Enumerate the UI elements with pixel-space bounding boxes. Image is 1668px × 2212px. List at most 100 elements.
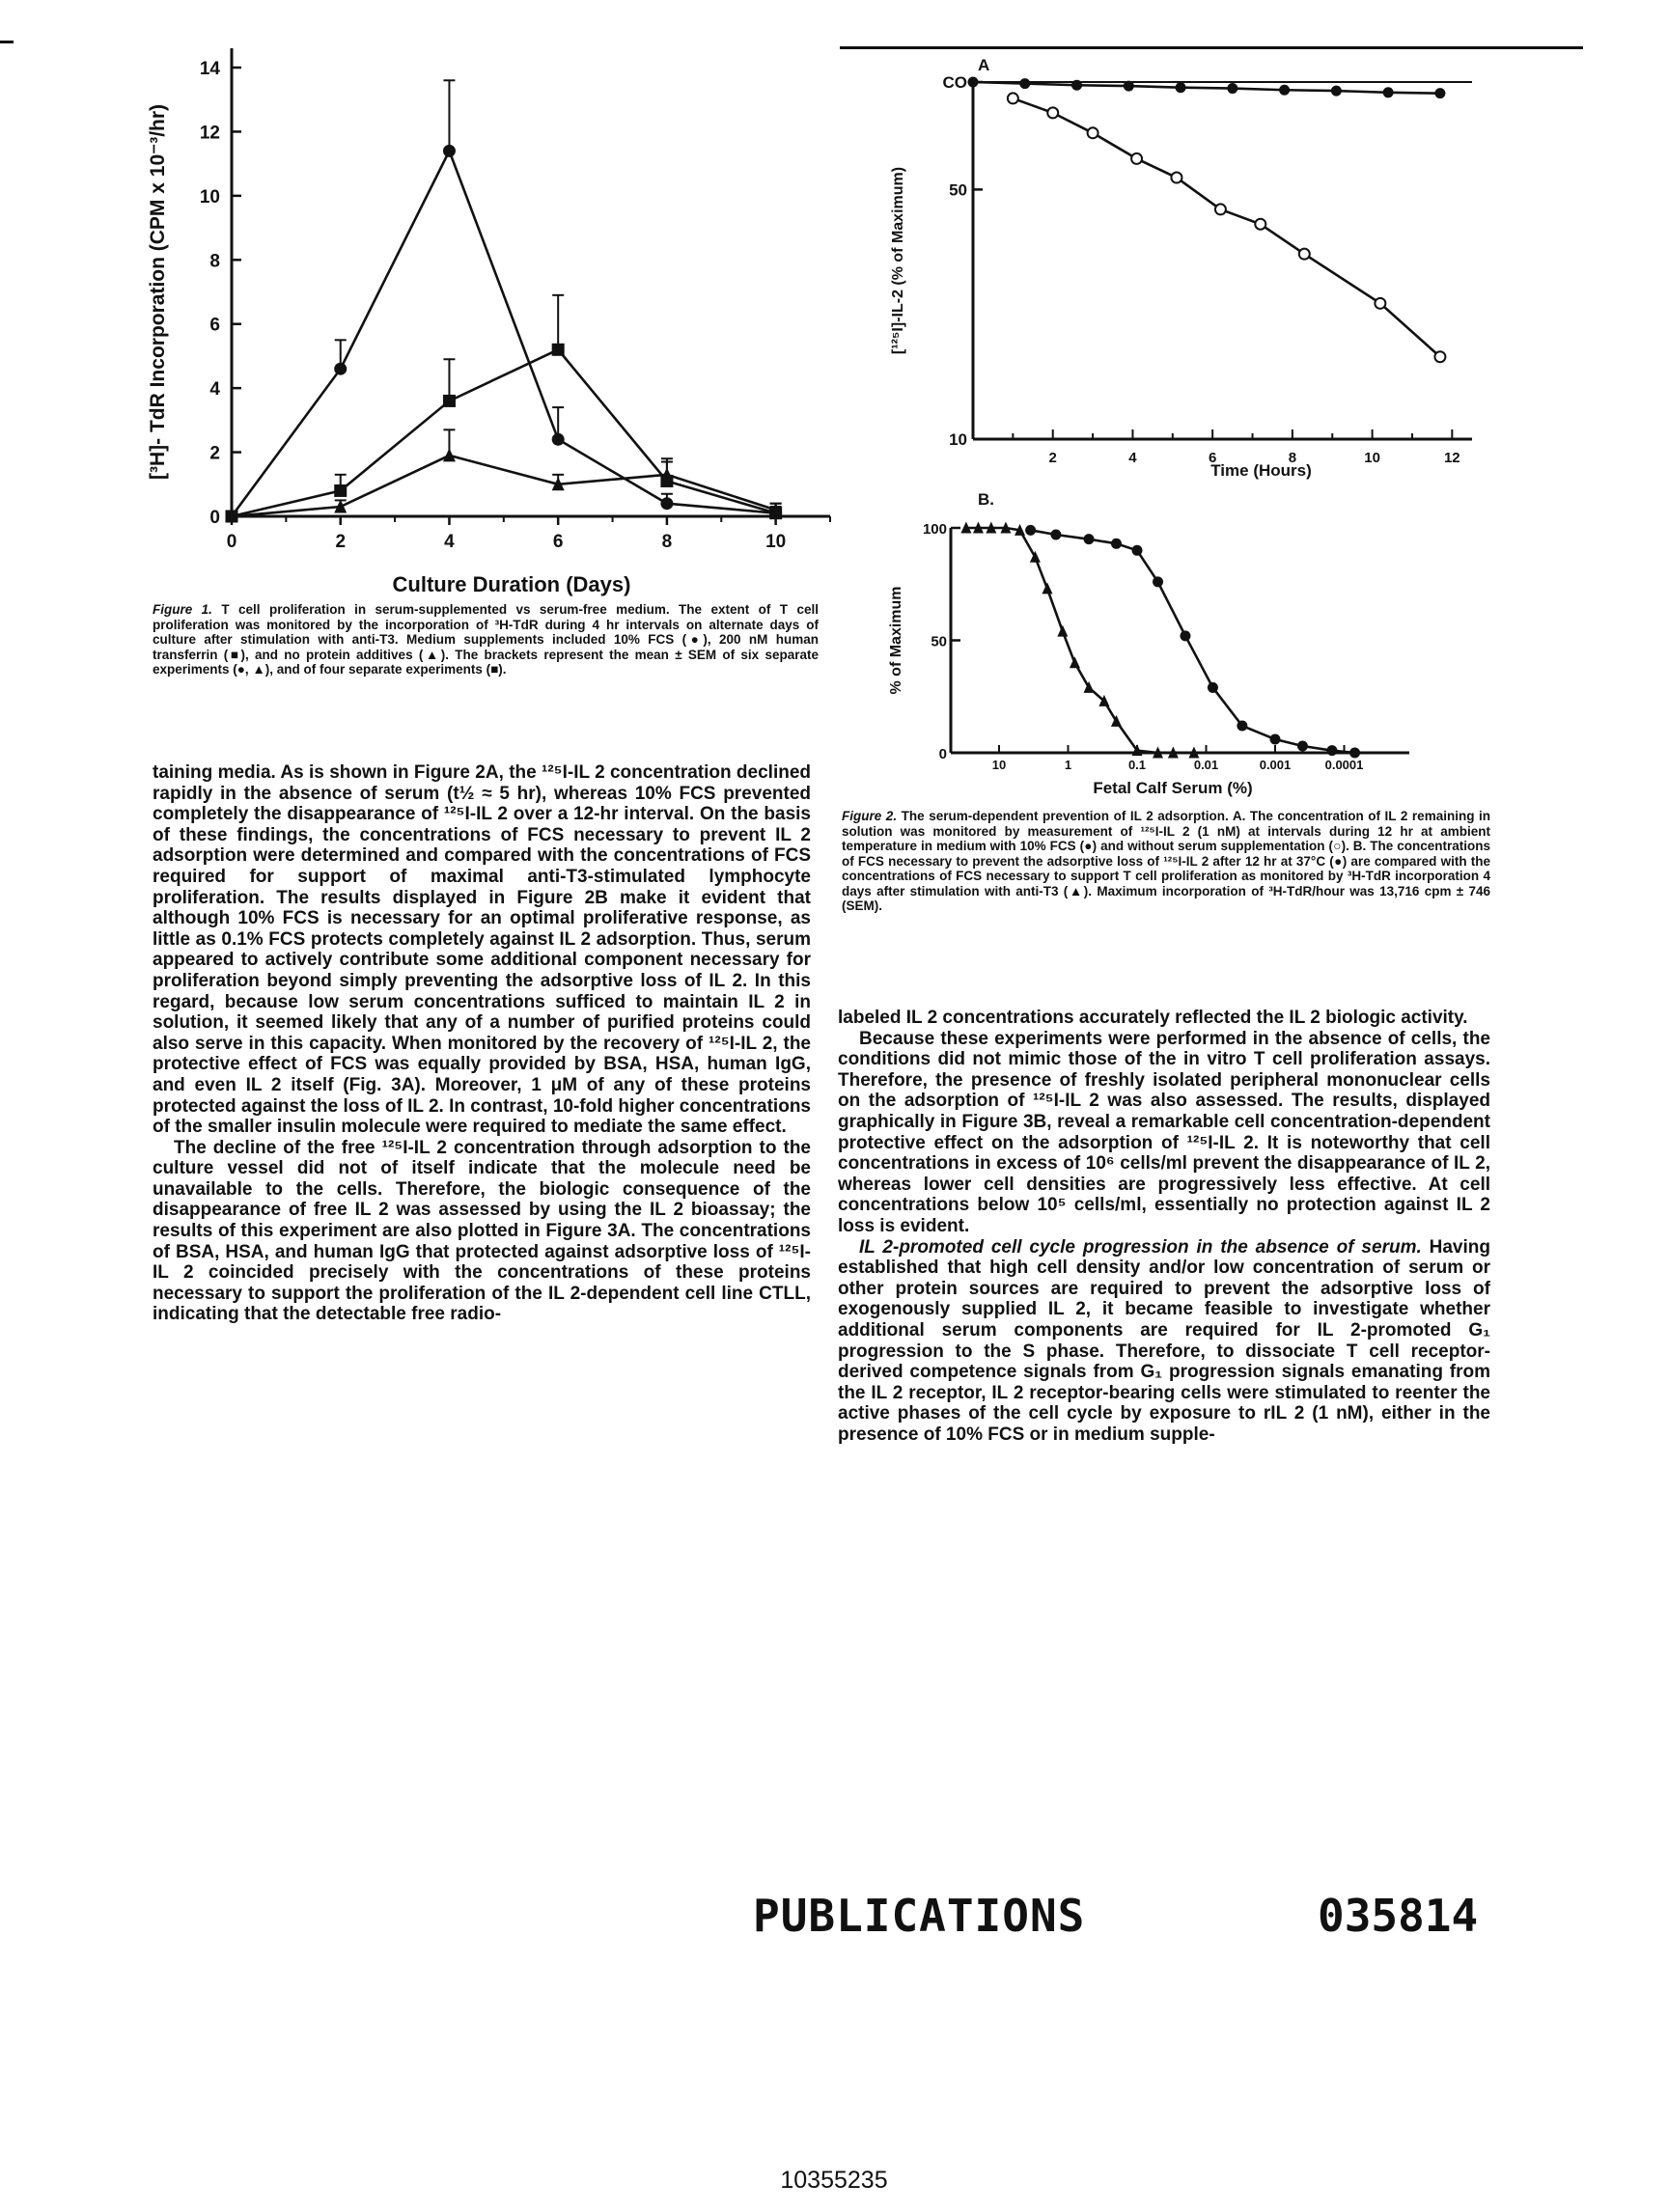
series-1-line: [972, 80, 1440, 95]
y-tick-label: 8: [209, 251, 220, 271]
header-rule: [840, 46, 1583, 49]
x-tick-label: 6: [553, 532, 564, 552]
y-tick-label: 2: [209, 444, 220, 464]
x-tick-label: 10: [765, 532, 786, 552]
series-2-point: [551, 343, 565, 356]
series-1-point: [1042, 582, 1053, 594]
figure-2-caption-text: The serum-dependent prevention of IL 2 a…: [842, 809, 1490, 913]
figure-1-chart: 0 2 4 6 8 10 0 2 4 6 8 10 12 14 Culture Duration (Days…: [147, 48, 831, 596]
series-2-point: [1296, 740, 1308, 752]
series-1-point: [967, 76, 979, 88]
series-2-point: [1349, 747, 1361, 759]
figure-1-caption-text: T cell proliferation in serum-supplement…: [153, 602, 819, 677]
x-tick-label: 4: [1128, 450, 1137, 466]
series-2-point: [1213, 203, 1227, 216]
x-tick-label: 2: [335, 532, 346, 552]
x-tick-label: 4: [444, 532, 455, 552]
y-axis-title: [³H]- TdR Incorporation (CPM x 10⁻³/hr): [147, 104, 169, 480]
series-2-point: [1131, 544, 1143, 556]
series-1-point: [551, 432, 565, 446]
series-1-line: [965, 526, 1194, 755]
series-1-point: [334, 362, 348, 375]
x-tick-label: 0.0001: [1325, 758, 1364, 772]
x-axis-title: Culture Duration (Days): [393, 572, 631, 596]
series-2-point: [1006, 92, 1019, 105]
figure-2-caption: Figure 2. The serum-dependent prevention…: [842, 809, 1490, 914]
publications-stamp: PUBLICATIONS: [753, 1890, 1086, 1942]
series-3-point: [442, 448, 456, 462]
series-1-point: [972, 521, 984, 534]
series-1-point: [1382, 87, 1394, 98]
figure-2b-chart: B. 10 1 0.1 0.01 0.001 0.0001 0 50 100 Fetal Calf …: [888, 490, 1409, 797]
y-tick-label: 12: [200, 123, 220, 143]
series-3-point: [334, 499, 348, 513]
figure-1-caption-label: Figure 1.: [153, 602, 212, 617]
x-tick-label: 10: [1364, 450, 1380, 466]
series-1-point: [1175, 82, 1186, 94]
series-2-point: [1110, 538, 1122, 549]
series-1-point: [1131, 744, 1143, 757]
x-tick-label: 10: [992, 758, 1006, 772]
series-1-point: [1015, 523, 1026, 536]
series-1-point: [1019, 78, 1031, 90]
x-tick-label: 2: [1049, 450, 1057, 466]
section-heading: IL 2-promoted cell cycle progression in …: [859, 1236, 1422, 1258]
left-paragraph-1: taining media. As is shown in Figure 2A,…: [153, 762, 811, 1138]
series-1-point: [1188, 746, 1200, 759]
x-axis-title: Fetal Calf Serum (%): [1093, 779, 1252, 797]
x-axis-title: Time (Hours): [1210, 461, 1312, 480]
x-tick-label: 12: [1444, 450, 1460, 466]
series-1-point: [986, 521, 997, 534]
x-tick-label: 1: [1065, 758, 1071, 772]
series-2-point: [1254, 217, 1267, 231]
y-tick-label: CO: [943, 73, 968, 92]
series-2-line: [1030, 529, 1355, 755]
series-2-point: [1046, 106, 1060, 120]
y-tick-label: 0: [939, 746, 947, 762]
series-1-point: [442, 144, 456, 157]
series-1-line: [230, 148, 776, 517]
series-2-point: [1180, 630, 1191, 642]
series-2-point: [1086, 126, 1099, 140]
x-tick-label: 0.01: [1194, 758, 1218, 772]
series-1-point: [1000, 521, 1012, 534]
bates-number: 10355235: [780, 2167, 888, 2194]
x-tick-label: 0.1: [1128, 758, 1146, 772]
series-3-line: [231, 454, 777, 518]
right-paragraph-1: labeled IL 2 concentrations accurately r…: [838, 1008, 1468, 1028]
series-1-point: [1029, 550, 1041, 563]
series-2-point: [442, 394, 456, 407]
x-tick-label: 0.001: [1260, 758, 1292, 772]
series-1-point: [1279, 84, 1291, 96]
document-number: 035814: [1318, 1890, 1479, 1942]
series-2-point: [1025, 524, 1037, 536]
y-tick-label: 10: [949, 430, 967, 449]
y-tick-label: 14: [200, 59, 221, 79]
series-2-point: [334, 484, 348, 497]
series-1-point: [1434, 88, 1446, 99]
series-1-point: [1167, 746, 1179, 759]
series-1-point: [960, 521, 972, 534]
series-1-point: [660, 497, 674, 511]
series-3-point: [660, 467, 674, 482]
y-tick-label: 50: [931, 634, 947, 650]
series-1-point: [1123, 80, 1134, 92]
series-1-point: [1153, 746, 1164, 759]
y-tick-label: 10: [200, 187, 220, 207]
right-text-column: labeled IL 2 concentrations accurately r…: [838, 1008, 1490, 1445]
series-2-point: [1050, 529, 1062, 540]
left-text-column: taining media. As is shown in Figure 2A,…: [153, 762, 811, 1325]
x-tick-label: 6: [1209, 450, 1216, 466]
y-axis-title: [¹²⁵I]-IL-2 (% of Maximum): [890, 167, 906, 354]
series-2-point: [1297, 247, 1311, 261]
series-2-line: [231, 347, 777, 518]
series-2-point: [1153, 576, 1164, 588]
series-1-point: [1083, 680, 1095, 693]
figure-2a-chart: A 2 4 6 8 10 12 10 50 CO Time (Hours) [¹²⁵I]-IL-2 (…: [890, 56, 1472, 480]
series-2-point: [1326, 745, 1338, 757]
right-paragraph-2: Because these experiments were performed…: [838, 1028, 1490, 1236]
figure-2-caption-label: Figure 2.: [842, 809, 898, 823]
series-3-point: [551, 477, 565, 491]
right-paragraph-3: Having established that high cell densit…: [838, 1236, 1490, 1445]
series-2-point: [1083, 534, 1095, 545]
